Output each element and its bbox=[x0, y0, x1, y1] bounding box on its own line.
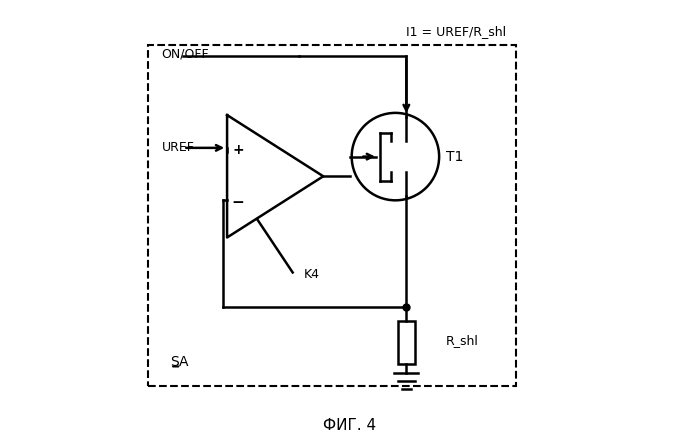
Text: ФИГ. 4: ФИГ. 4 bbox=[323, 418, 376, 433]
Text: I1 = UREF/R_shl: I1 = UREF/R_shl bbox=[406, 26, 507, 38]
Text: ON/OFF: ON/OFF bbox=[161, 48, 209, 60]
Bar bbox=[398, 321, 415, 364]
Text: UREF: UREF bbox=[161, 141, 194, 154]
Text: −: − bbox=[231, 195, 245, 210]
Text: T1: T1 bbox=[446, 150, 463, 164]
Text: SA: SA bbox=[171, 355, 189, 369]
Text: K4: K4 bbox=[303, 268, 319, 281]
Text: +: + bbox=[232, 143, 244, 157]
Text: R_shl: R_shl bbox=[446, 334, 479, 347]
